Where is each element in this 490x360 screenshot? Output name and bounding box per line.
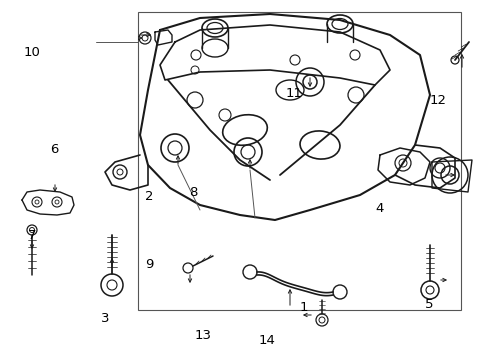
Text: 1: 1 bbox=[299, 301, 308, 314]
Text: 9: 9 bbox=[145, 258, 154, 271]
Text: 11: 11 bbox=[286, 87, 302, 100]
Text: 8: 8 bbox=[189, 186, 198, 199]
Bar bbox=[138, 12, 461, 310]
Text: 5: 5 bbox=[424, 298, 433, 311]
Text: 2: 2 bbox=[145, 190, 154, 203]
Text: 14: 14 bbox=[259, 334, 275, 347]
Text: 3: 3 bbox=[101, 312, 110, 325]
Text: 7: 7 bbox=[27, 229, 36, 242]
Text: 4: 4 bbox=[375, 202, 384, 215]
Text: 13: 13 bbox=[195, 329, 212, 342]
Text: 10: 10 bbox=[24, 46, 40, 59]
Text: 12: 12 bbox=[430, 94, 447, 107]
Text: 6: 6 bbox=[49, 143, 58, 156]
